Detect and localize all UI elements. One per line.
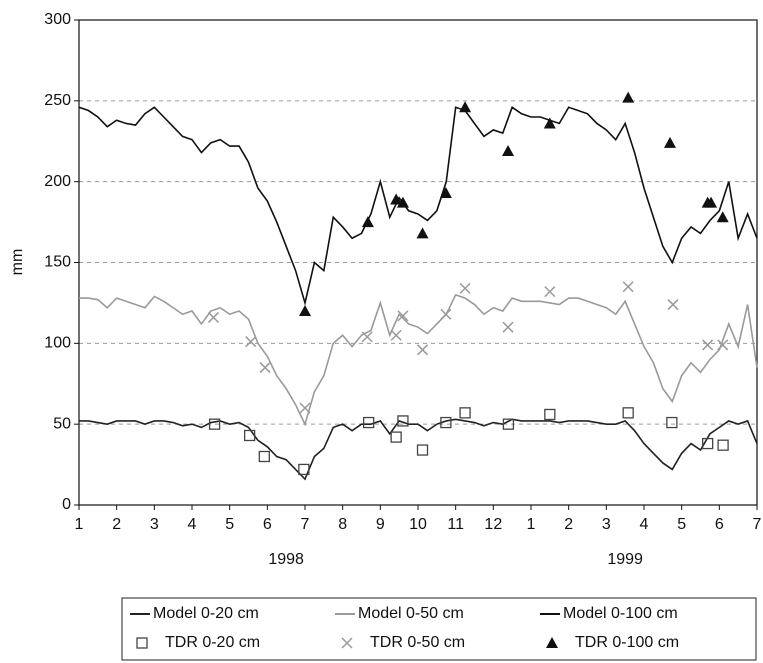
x-tick-label: 3 (602, 516, 611, 533)
y-tick-label: 150 (44, 254, 71, 271)
tdr-point (717, 339, 729, 351)
tdr-point (298, 463, 310, 476)
tdr-point (459, 282, 471, 294)
x-tick-label: 2 (564, 516, 573, 533)
tdr-point (705, 196, 718, 208)
tdr-point (667, 299, 679, 311)
tdr-point (208, 418, 221, 430)
legend-label: Model 0-100 cm (563, 605, 678, 622)
legend-swatch (341, 637, 353, 649)
x-tick-label: 8 (338, 516, 347, 533)
legend-label: Model 0-20 cm (153, 605, 259, 622)
y-tick-label: 50 (53, 415, 71, 432)
tdr-point (259, 362, 271, 374)
legend-label: TDR 0-50 cm (370, 634, 465, 651)
legend-swatch (136, 637, 148, 649)
tdr-point (502, 144, 515, 156)
year-label: 1999 (607, 551, 643, 568)
x-tick-label: 2 (112, 516, 121, 533)
tdr-point (299, 402, 311, 414)
tdr-point (207, 311, 220, 323)
tdr-point (622, 281, 634, 293)
tdr-point (439, 186, 452, 198)
tdr-point (622, 91, 635, 103)
legend-label: Model 0-50 cm (358, 605, 464, 622)
tdr-point (459, 101, 472, 113)
y-tick-label: 300 (44, 11, 71, 28)
x-tick-label: 6 (263, 516, 272, 533)
x-tick-label: 10 (409, 516, 427, 533)
y-axis-label: mm (9, 249, 26, 276)
tdr-point (622, 407, 634, 419)
tdr-point (396, 196, 409, 208)
legend-label: TDR 0-100 cm (575, 634, 679, 651)
tdr-point (663, 136, 676, 148)
tdr-point (702, 437, 714, 450)
tdr-point (299, 305, 311, 316)
x-tick-label: 9 (376, 516, 385, 533)
y-tick-label: 0 (62, 496, 71, 513)
x-tick-label: 12 (484, 516, 502, 533)
tdr-point (245, 336, 257, 348)
tdr-point (361, 216, 374, 228)
plot-frame (78, 19, 758, 506)
tdr-point (717, 439, 729, 451)
tdr-point (440, 416, 452, 429)
y-tick-label: 100 (44, 335, 71, 352)
x-tick-label: 7 (301, 516, 310, 533)
legend-box (121, 597, 757, 661)
x-tick-label: 4 (188, 516, 197, 533)
legend-swatch (546, 637, 558, 648)
x-tick-label: 6 (715, 516, 724, 533)
tdr-point (702, 339, 714, 351)
tdr-point (502, 321, 514, 333)
legend-label: TDR 0-20 cm (165, 634, 260, 651)
tdr-point (363, 416, 375, 429)
x-tick-label: 5 (225, 516, 234, 533)
model-line (79, 293, 758, 427)
x-tick-label: 1 (527, 516, 536, 533)
year-label: 1998 (268, 551, 304, 568)
tdr-point (666, 416, 678, 429)
x-tick-label: 3 (150, 516, 159, 533)
tdr-point (390, 193, 403, 205)
x-tick-label: 11 (447, 516, 464, 533)
tdr-point (397, 415, 409, 427)
tdr-point (258, 450, 270, 463)
tdr-point (544, 408, 556, 421)
tdr-point (416, 227, 429, 239)
tdr-point (716, 211, 729, 223)
tdr-point (361, 331, 373, 343)
y-tick-label: 200 (44, 173, 71, 190)
tdr-point (502, 418, 515, 430)
x-tick-label: 4 (640, 516, 649, 533)
tdr-point (397, 310, 409, 322)
tdr-point (543, 117, 556, 129)
model-line (79, 418, 758, 481)
model-line (78, 106, 758, 307)
x-tick-label: 1 (75, 516, 84, 533)
tdr-point (416, 344, 429, 356)
tdr-point (390, 431, 402, 443)
x-tick-label: 7 (753, 516, 762, 533)
tdr-point (243, 429, 256, 442)
tdr-point (390, 329, 402, 341)
tdr-point (544, 286, 556, 298)
tdr-point (459, 407, 471, 419)
y-tick-label: 250 (44, 92, 71, 109)
tdr-point (440, 308, 452, 320)
tdr-point (416, 444, 429, 456)
x-tick-label: 5 (677, 516, 686, 533)
